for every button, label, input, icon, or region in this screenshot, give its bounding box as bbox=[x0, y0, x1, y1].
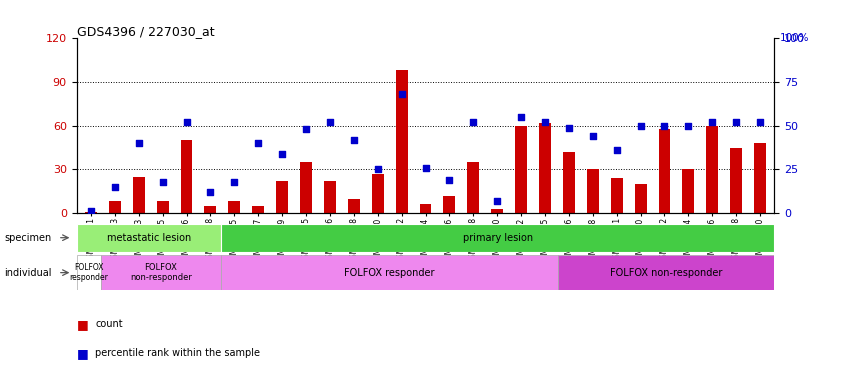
Bar bbox=[659, 129, 671, 213]
Bar bbox=[204, 206, 216, 213]
Point bbox=[419, 165, 432, 171]
Point bbox=[610, 147, 624, 153]
Bar bbox=[730, 147, 742, 213]
Point bbox=[395, 91, 408, 98]
Bar bbox=[77, 255, 100, 290]
Bar bbox=[100, 255, 221, 290]
Bar bbox=[252, 206, 264, 213]
Point bbox=[705, 119, 719, 125]
Point bbox=[251, 140, 265, 146]
Point bbox=[443, 177, 456, 183]
Point bbox=[347, 137, 361, 143]
Text: primary lesion: primary lesion bbox=[463, 233, 533, 243]
Point bbox=[538, 119, 551, 125]
Text: GDS4396 / 227030_at: GDS4396 / 227030_at bbox=[77, 25, 214, 38]
Point bbox=[634, 123, 648, 129]
Point bbox=[753, 119, 767, 125]
Bar bbox=[396, 70, 408, 213]
Point bbox=[658, 123, 671, 129]
Point bbox=[276, 151, 289, 157]
Point bbox=[108, 184, 122, 190]
Bar bbox=[221, 255, 558, 290]
Bar bbox=[611, 178, 623, 213]
Point bbox=[586, 133, 600, 139]
Bar bbox=[228, 202, 240, 213]
Bar bbox=[443, 196, 455, 213]
Point bbox=[132, 140, 146, 146]
Text: ■: ■ bbox=[77, 318, 89, 331]
Bar bbox=[539, 123, 551, 213]
Point bbox=[466, 119, 480, 125]
Point bbox=[203, 189, 217, 195]
Bar bbox=[635, 184, 647, 213]
Bar bbox=[324, 181, 336, 213]
Bar bbox=[300, 162, 312, 213]
Bar bbox=[515, 126, 527, 213]
Text: specimen: specimen bbox=[4, 233, 52, 243]
Point bbox=[84, 208, 98, 214]
Bar bbox=[133, 177, 145, 213]
Text: FOLFOX responder: FOLFOX responder bbox=[344, 268, 435, 278]
Text: count: count bbox=[95, 319, 123, 329]
Bar bbox=[157, 202, 168, 213]
Bar bbox=[467, 162, 479, 213]
Point bbox=[514, 114, 528, 120]
Point bbox=[682, 123, 695, 129]
Text: individual: individual bbox=[4, 268, 52, 278]
Bar bbox=[754, 143, 766, 213]
Point bbox=[490, 198, 504, 204]
Point bbox=[371, 166, 385, 172]
Bar bbox=[221, 224, 774, 252]
Point bbox=[156, 179, 169, 185]
Text: FOLFOX
responder: FOLFOX responder bbox=[69, 263, 108, 282]
Text: ■: ■ bbox=[77, 347, 89, 360]
Bar bbox=[587, 169, 599, 213]
Point bbox=[180, 119, 193, 125]
Bar bbox=[683, 169, 694, 213]
Text: FOLFOX non-responder: FOLFOX non-responder bbox=[610, 268, 722, 278]
Text: percentile rank within the sample: percentile rank within the sample bbox=[95, 348, 260, 358]
Bar bbox=[85, 212, 97, 213]
Text: 100%: 100% bbox=[780, 33, 809, 43]
Point bbox=[227, 179, 241, 185]
Point bbox=[729, 119, 743, 125]
Bar bbox=[558, 255, 774, 290]
Bar bbox=[109, 202, 121, 213]
Bar bbox=[491, 209, 503, 213]
Bar bbox=[706, 126, 718, 213]
Point bbox=[300, 126, 313, 132]
Bar bbox=[563, 152, 575, 213]
Point bbox=[323, 119, 337, 125]
Bar bbox=[348, 199, 360, 213]
Text: FOLFOX
non-responder: FOLFOX non-responder bbox=[130, 263, 191, 282]
Bar bbox=[276, 181, 288, 213]
Bar bbox=[420, 204, 431, 213]
Bar bbox=[77, 224, 221, 252]
Point bbox=[562, 124, 575, 131]
Text: metastatic lesion: metastatic lesion bbox=[106, 233, 191, 243]
Bar bbox=[180, 140, 192, 213]
Bar bbox=[372, 174, 384, 213]
